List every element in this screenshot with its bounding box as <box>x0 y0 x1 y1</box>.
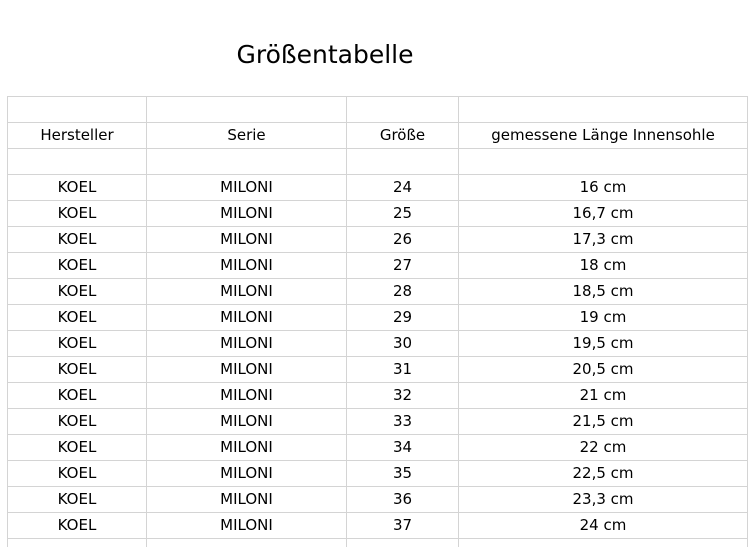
cell-serie[interactable]: MILONI <box>147 513 347 539</box>
cell-laenge[interactable]: 16 cm <box>459 175 748 201</box>
cell-serie[interactable]: MILONI <box>147 279 347 305</box>
cell-groesse[interactable]: 34 <box>347 435 459 461</box>
cell-hersteller[interactable]: KOEL <box>8 357 147 383</box>
header-serie[interactable]: Serie <box>147 123 347 149</box>
cell[interactable] <box>347 149 459 175</box>
cell-hersteller[interactable]: KOEL <box>8 461 147 487</box>
cell[interactable] <box>8 97 147 123</box>
cell-hersteller[interactable]: KOEL <box>8 487 147 513</box>
cell-laenge[interactable]: 19 cm <box>459 305 748 331</box>
cell-hersteller[interactable]: KOEL <box>8 305 147 331</box>
cell-serie[interactable]: MILONI <box>147 461 347 487</box>
cell-hersteller[interactable]: KOEL <box>8 279 147 305</box>
cell-serie[interactable]: MILONI <box>147 409 347 435</box>
header-row: Hersteller Serie Größe gemessene Länge I… <box>8 123 748 149</box>
cell-groesse[interactable]: 30 <box>347 331 459 357</box>
cell-groesse[interactable]: 24 <box>347 175 459 201</box>
cell-laenge[interactable]: 21,5 cm <box>459 409 748 435</box>
cell[interactable] <box>8 149 147 175</box>
sheet-title: Größentabelle <box>0 40 650 69</box>
cell-groesse[interactable]: 29 <box>347 305 459 331</box>
cell-hersteller[interactable]: KOEL <box>8 201 147 227</box>
cell-groesse[interactable]: 31 <box>347 357 459 383</box>
cell-hersteller[interactable]: KOEL <box>8 383 147 409</box>
cell-serie[interactable]: MILONI <box>147 175 347 201</box>
cell-hersteller[interactable]: KOEL <box>8 331 147 357</box>
cell-groesse[interactable]: 25 <box>347 201 459 227</box>
cell-groesse[interactable]: 28 <box>347 279 459 305</box>
cell-groesse[interactable]: 27 <box>347 253 459 279</box>
size-table: Hersteller Serie Größe gemessene Länge I… <box>7 96 748 547</box>
cell[interactable] <box>459 97 748 123</box>
cell[interactable] <box>459 149 748 175</box>
cell[interactable] <box>147 149 347 175</box>
cell-hersteller[interactable]: KOEL <box>8 175 147 201</box>
cell-laenge[interactable]: 18,5 cm <box>459 279 748 305</box>
cell-hersteller[interactable]: KOEL <box>8 227 147 253</box>
cell-serie[interactable]: MILONI <box>147 305 347 331</box>
cell[interactable] <box>347 97 459 123</box>
cell-serie[interactable]: MILONI <box>147 487 347 513</box>
cell-serie[interactable]: MILONI <box>147 227 347 253</box>
empty-row <box>8 97 748 123</box>
cell-hersteller[interactable]: KOEL <box>8 435 147 461</box>
cell-serie[interactable]: MILONI <box>147 435 347 461</box>
cell-laenge[interactable]: 18 cm <box>459 253 748 279</box>
header-groesse[interactable]: Größe <box>347 123 459 149</box>
cell-hersteller[interactable]: KOEL <box>8 409 147 435</box>
cell[interactable] <box>147 97 347 123</box>
header-hersteller[interactable]: Hersteller <box>8 123 147 149</box>
cell-laenge[interactable]: 17,3 cm <box>459 227 748 253</box>
cell-groesse[interactable]: 33 <box>347 409 459 435</box>
cell-hersteller[interactable]: KOEL <box>8 253 147 279</box>
cell-groesse[interactable]: 35 <box>347 461 459 487</box>
cell-groesse[interactable]: 37 <box>347 513 459 539</box>
cell-serie[interactable]: MILONI <box>147 383 347 409</box>
cell-groesse[interactable]: 36 <box>347 487 459 513</box>
cell-hersteller[interactable]: KOEL <box>8 513 147 539</box>
cell-laenge[interactable]: 23,3 cm <box>459 487 748 513</box>
empty-row <box>8 149 748 175</box>
cell-laenge[interactable]: 21 cm <box>459 383 748 409</box>
cell-laenge[interactable]: 20,5 cm <box>459 357 748 383</box>
cell-laenge[interactable]: 22 cm <box>459 435 748 461</box>
cell-serie[interactable]: MILONI <box>147 357 347 383</box>
cell-groesse[interactable]: 32 <box>347 383 459 409</box>
cell-groesse[interactable]: 26 <box>347 227 459 253</box>
cell-laenge[interactable]: 19,5 cm <box>459 331 748 357</box>
header-laenge[interactable]: gemessene Länge Innensohle <box>459 123 748 149</box>
cell-serie[interactable]: MILONI <box>147 201 347 227</box>
cell-serie[interactable]: MILONI <box>147 331 347 357</box>
cell-laenge[interactable]: 24 cm <box>459 513 748 539</box>
cell-laenge[interactable]: 16,7 cm <box>459 201 748 227</box>
cell-serie[interactable]: MILONI <box>147 253 347 279</box>
cell-laenge[interactable]: 22,5 cm <box>459 461 748 487</box>
